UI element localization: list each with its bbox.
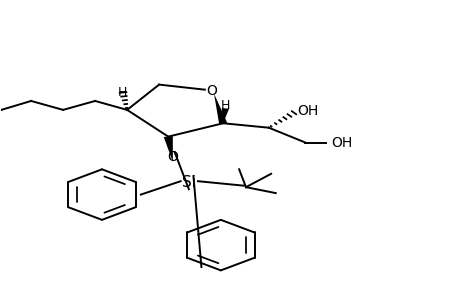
Polygon shape xyxy=(163,136,173,162)
Text: OH: OH xyxy=(330,136,352,150)
Text: H: H xyxy=(220,99,230,112)
Text: O: O xyxy=(206,84,217,98)
Text: Si: Si xyxy=(181,175,196,190)
Text: O: O xyxy=(167,150,178,164)
Polygon shape xyxy=(221,108,229,123)
Polygon shape xyxy=(213,94,227,124)
Text: H: H xyxy=(118,85,127,98)
Text: OH: OH xyxy=(297,104,318,118)
